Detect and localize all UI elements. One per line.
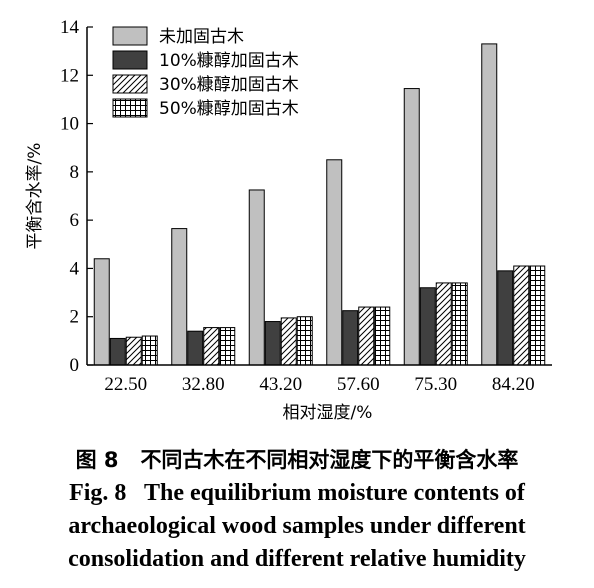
y-axis-label: 平衡含水率/% bbox=[25, 143, 45, 250]
caption-en-label: Fig. 8 bbox=[69, 480, 127, 506]
figure-caption-english: Fig. 8 The equilibrium moisture contents… bbox=[0, 477, 594, 576]
bar-4-84.20 bbox=[529, 265, 546, 366]
bar-3-75.30 bbox=[435, 282, 452, 366]
bar-4-43.20 bbox=[296, 316, 313, 366]
x-tick-label: 22.50 bbox=[104, 374, 147, 395]
bar-4-57.60 bbox=[374, 306, 391, 366]
bar-1-22.50 bbox=[93, 258, 110, 366]
axes-group bbox=[86, 27, 552, 366]
y-tick-label: 8 bbox=[70, 162, 80, 183]
bar-1-84.20 bbox=[481, 43, 498, 366]
y-ticks-group: 0 2 4 6 8 10 12 14 bbox=[60, 17, 93, 376]
y-tick-label: 14 bbox=[60, 17, 80, 38]
bar-4-32.80 bbox=[219, 327, 236, 366]
legend-label-2: 10%糠醇加固古木 bbox=[159, 50, 299, 71]
legend-label-3: 30%糠醇加固古木 bbox=[159, 74, 299, 95]
y-tick-label: 10 bbox=[60, 114, 79, 135]
bar-4-75.30 bbox=[451, 282, 468, 366]
x-ticks-group: 22.50 32.80 43.20 57.60 75.30 84.20 bbox=[104, 374, 534, 395]
legend-swatch-3 bbox=[112, 74, 148, 94]
bar-2-32.80 bbox=[187, 330, 204, 366]
caption-cn-label: 图 8 bbox=[75, 448, 119, 472]
x-axis-label: 相对湿度/% bbox=[283, 403, 373, 423]
y-tick-label: 2 bbox=[70, 307, 80, 328]
bar-3-32.80 bbox=[203, 327, 220, 366]
figure-caption-chinese: 图 8 不同古木在不同相对湿度下的平衡含水率 bbox=[0, 444, 594, 474]
y-tick-label: 12 bbox=[60, 65, 79, 86]
legend-label-4: 50%糠醇加固古木 bbox=[159, 98, 299, 119]
bar-1-32.80 bbox=[171, 228, 188, 366]
caption-en-line-1: Fig. 8 The equilibrium moisture contents… bbox=[0, 477, 594, 510]
legend-swatch-2 bbox=[112, 50, 148, 70]
bar-1-75.30 bbox=[403, 88, 420, 366]
legend: 未加固古木 10%糠醇加固古木 30%糠醇加固古木 50%糠醇加固古木 bbox=[112, 26, 299, 119]
bar-2-84.20 bbox=[497, 270, 514, 366]
bars-group bbox=[93, 43, 546, 366]
caption-en-line-3: consolidation and different relative hum… bbox=[68, 546, 526, 572]
caption-en-text-1: The equilibrium moisture contents of bbox=[144, 480, 525, 506]
x-tick-label: 57.60 bbox=[337, 374, 380, 395]
bar-1-43.20 bbox=[248, 189, 265, 366]
bar-2-22.50 bbox=[109, 337, 126, 366]
bar-2-75.30 bbox=[419, 287, 436, 366]
legend-swatch-1 bbox=[112, 26, 148, 46]
y-tick-label: 0 bbox=[70, 355, 80, 376]
legend-label-1: 未加固古木 bbox=[159, 27, 244, 47]
bar-chart: 0 2 4 6 8 10 12 14 22.50 32.80 43.20 57.60 75.30 84.… bbox=[25, 17, 552, 423]
bar-3-84.20 bbox=[513, 265, 530, 366]
bar-1-57.60 bbox=[326, 159, 343, 366]
caption-cn-text: 不同古木在不同相对湿度下的平衡含水率 bbox=[140, 448, 519, 472]
bar-3-43.20 bbox=[280, 317, 297, 366]
x-tick-label: 43.20 bbox=[259, 374, 302, 395]
bar-3-22.50 bbox=[125, 336, 142, 366]
bar-3-57.60 bbox=[358, 306, 375, 366]
caption-en-line-2: archaeological wood samples under differ… bbox=[68, 513, 526, 539]
bar-2-43.20 bbox=[264, 321, 281, 366]
x-tick-label: 84.20 bbox=[492, 374, 535, 395]
legend-swatch-4 bbox=[112, 98, 148, 118]
bar-4-22.50 bbox=[141, 335, 158, 366]
y-tick-label: 6 bbox=[70, 210, 80, 231]
x-tick-label: 75.30 bbox=[414, 374, 457, 395]
bar-2-57.60 bbox=[342, 310, 359, 366]
y-tick-label: 4 bbox=[70, 258, 80, 279]
x-tick-label: 32.80 bbox=[182, 374, 225, 395]
